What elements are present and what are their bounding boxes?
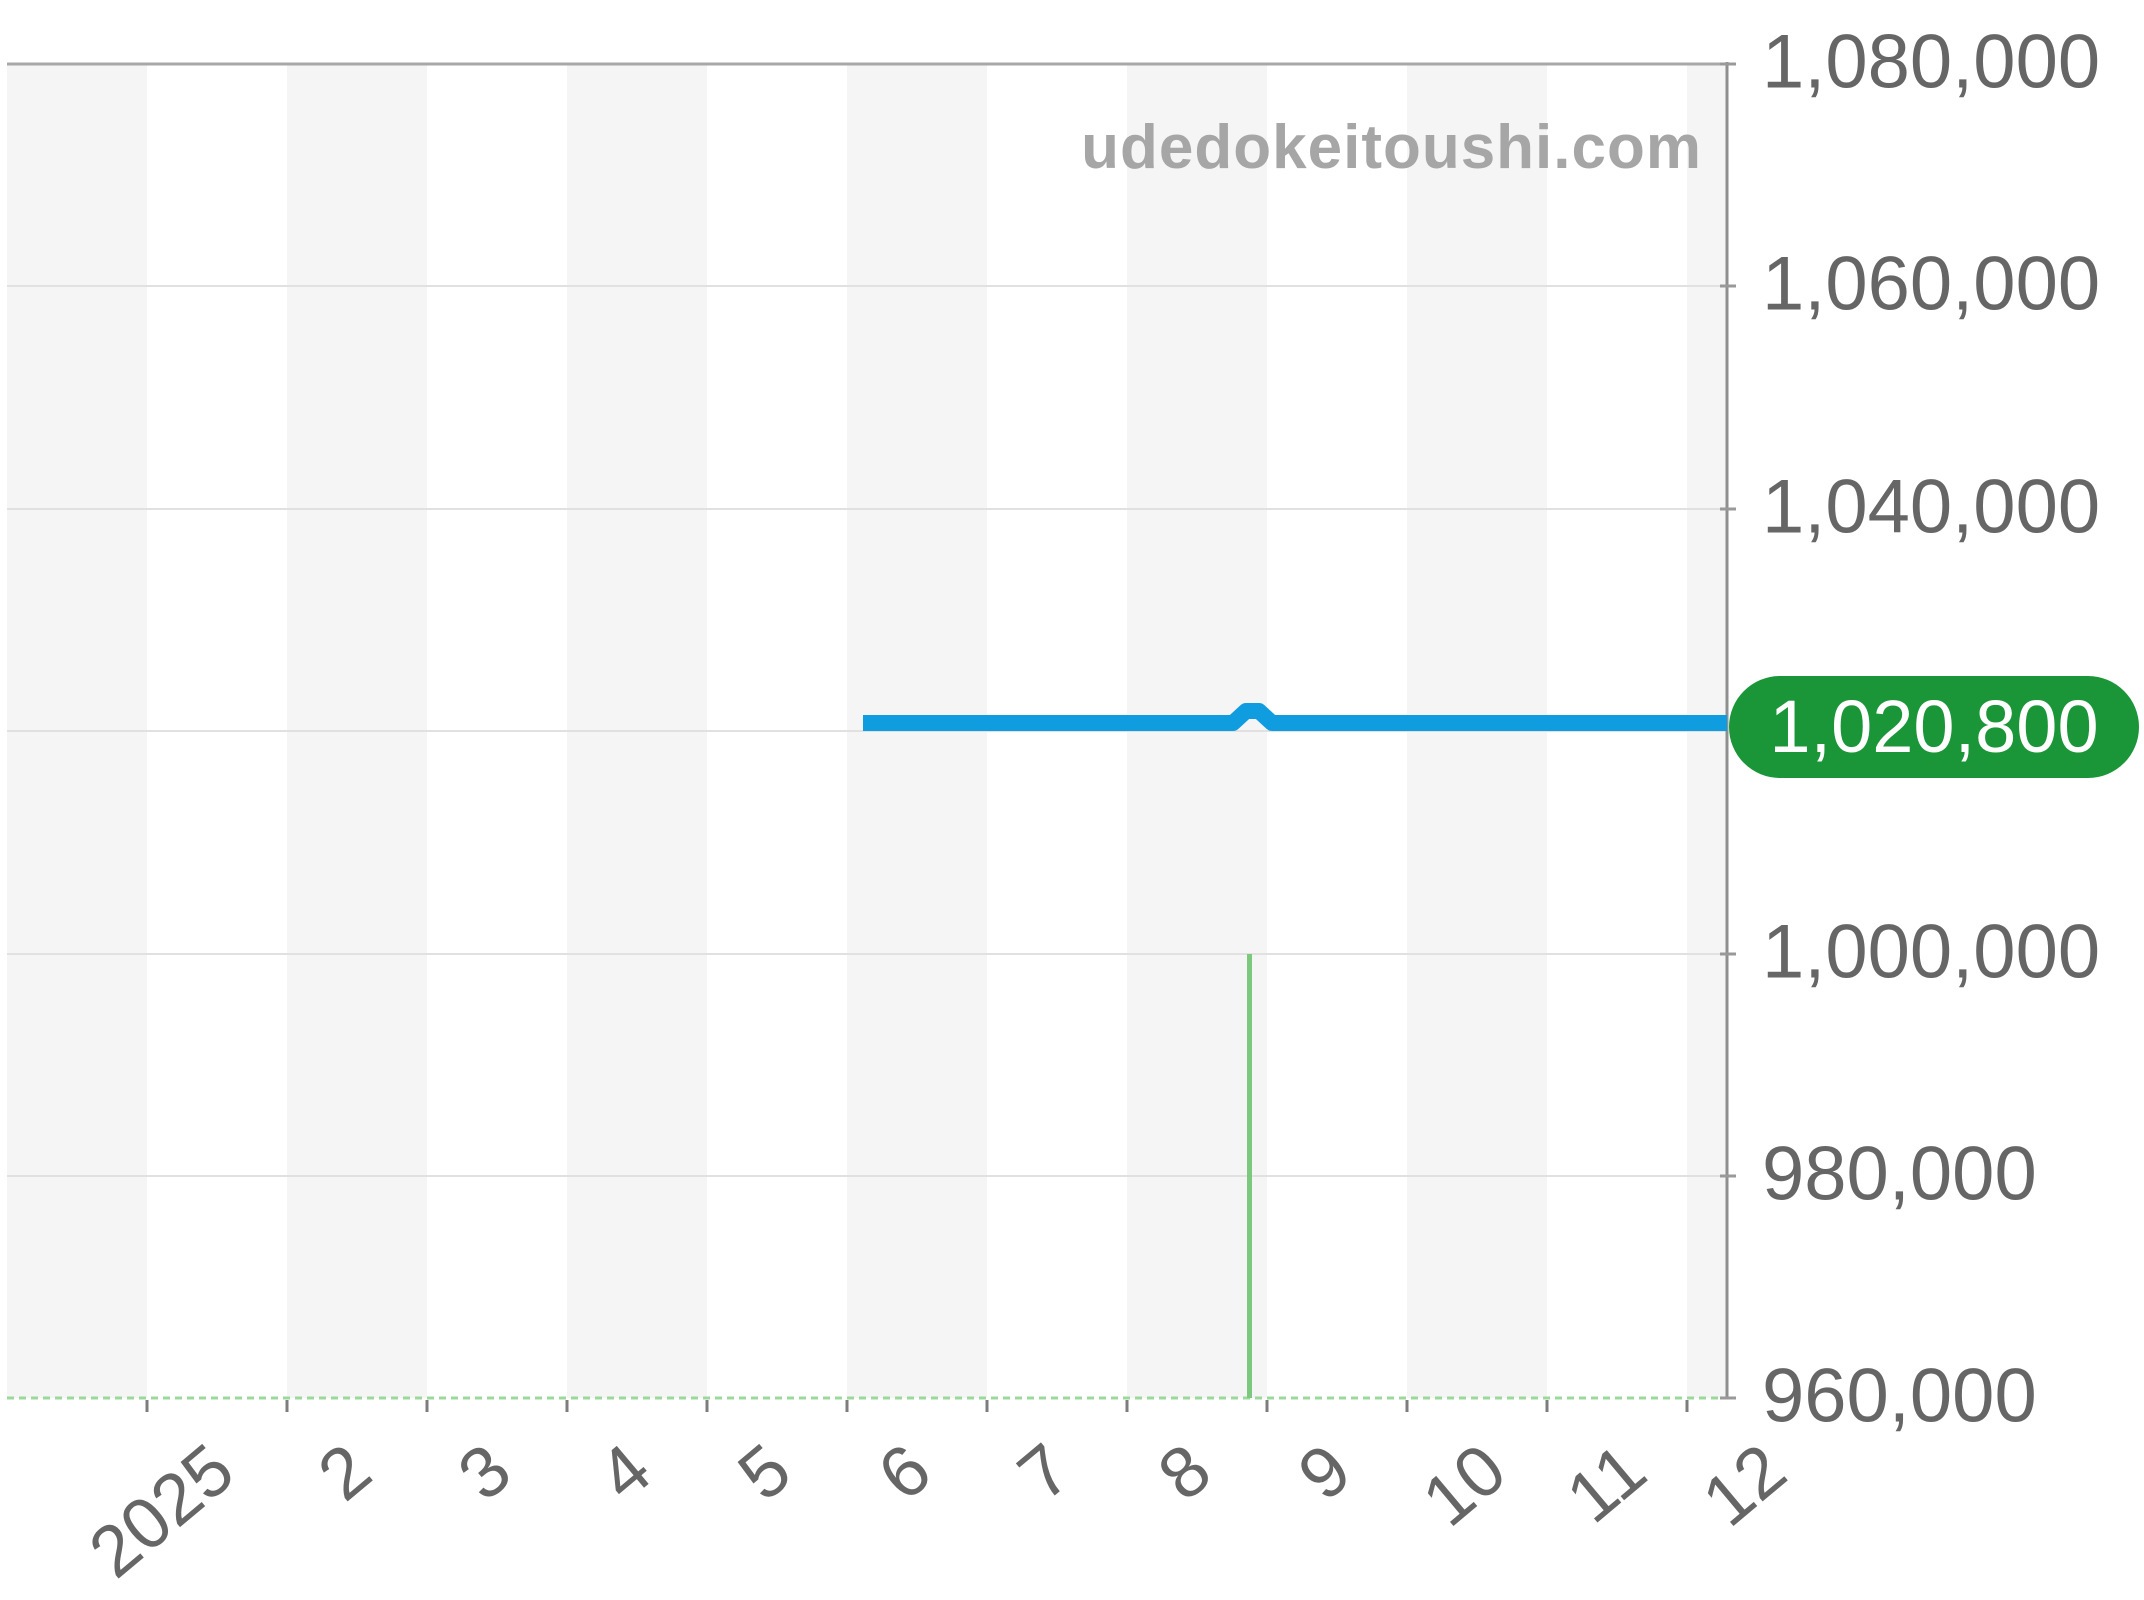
price-line-series[interactable]: [863, 703, 1727, 731]
gridlines: [7, 285, 1727, 1177]
y-axis-ticks: [1720, 62, 1736, 1400]
y-axis-label: 1,080,000: [1762, 19, 2101, 105]
y-axis-label: 1,060,000: [1762, 241, 2101, 327]
y-axis-label: 980,000: [1762, 1131, 2037, 1217]
current-price-badge-text: 1,020,800: [1769, 685, 2099, 768]
x-axis-ticks: [145, 1400, 1689, 1412]
y-axis-label: 1,000,000: [1762, 909, 2101, 995]
y-axis-label: 1,040,000: [1762, 464, 2101, 550]
watermark: udedokeitoushi.com: [1081, 113, 1702, 182]
current-price-badge: 1,020,800: [1729, 676, 2139, 778]
event-marker-bar: [1247, 954, 1252, 1398]
y-axis-label: 960,000: [1762, 1353, 2037, 1439]
